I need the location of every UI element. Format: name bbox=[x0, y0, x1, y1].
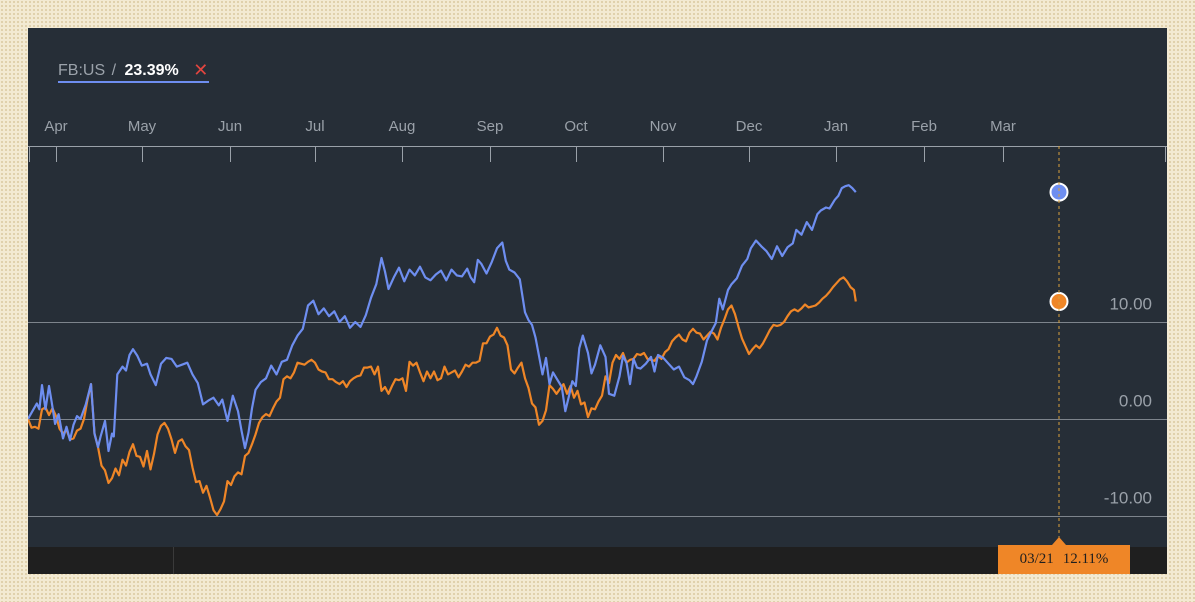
x-tick-label: Feb bbox=[911, 118, 937, 135]
y-tick-label: 0.00 bbox=[1119, 392, 1152, 411]
tooltip-pointer bbox=[1052, 537, 1066, 545]
x-tick-label: Jul bbox=[305, 118, 324, 135]
series-line-fb bbox=[28, 184, 857, 453]
legend-symbol: FB:US bbox=[58, 62, 106, 79]
x-tick-label: Oct bbox=[564, 118, 588, 135]
x-tick-label: Jun bbox=[218, 118, 242, 135]
legend-value: 23.39% bbox=[124, 62, 179, 79]
scrollbar-track[interactable] bbox=[28, 547, 1167, 574]
x-tick-label: Nov bbox=[650, 118, 677, 135]
y-tick-label: -10.00 bbox=[1104, 489, 1152, 508]
legend-chip[interactable]: FB:US / 23.39% ✕ bbox=[58, 59, 210, 83]
legend-separator: / bbox=[111, 62, 117, 79]
cursor-tooltip: 03/21 12.11% bbox=[998, 545, 1130, 574]
series-endpoint-fb[interactable] bbox=[1049, 182, 1069, 202]
series-group bbox=[28, 182, 1069, 517]
x-tick-label: Mar bbox=[990, 118, 1016, 135]
series-line-comparison bbox=[28, 276, 857, 517]
x-axis: Apr May Jun Jul Aug Sep Oct Nov Dec Jan Feb Mar bbox=[28, 118, 1167, 162]
y-grid: 10.00 0.00 -10.00 bbox=[28, 295, 1167, 517]
tooltip-date: 03/21 bbox=[1019, 551, 1054, 567]
y-tick-label: 10.00 bbox=[1109, 295, 1152, 314]
tooltip-value: 12.11% bbox=[1062, 551, 1109, 567]
x-tick-label: May bbox=[128, 118, 157, 135]
chart-panel: FB:US / 23.39% ✕ Apr May Jun Jul Aug Sep Oct No… bbox=[28, 28, 1167, 574]
x-tick-label: Apr bbox=[44, 118, 67, 135]
x-tick-label: Dec bbox=[736, 118, 763, 135]
close-icon[interactable]: ✕ bbox=[193, 60, 209, 80]
x-tick-label: Jan bbox=[824, 118, 848, 135]
x-tick-label: Sep bbox=[477, 118, 504, 135]
x-tick-label: Aug bbox=[389, 118, 416, 135]
line-chart[interactable]: Apr May Jun Jul Aug Sep Oct Nov Dec Jan Feb Mar 10.… bbox=[28, 28, 1167, 574]
series-endpoint-comparison[interactable] bbox=[1049, 292, 1069, 312]
